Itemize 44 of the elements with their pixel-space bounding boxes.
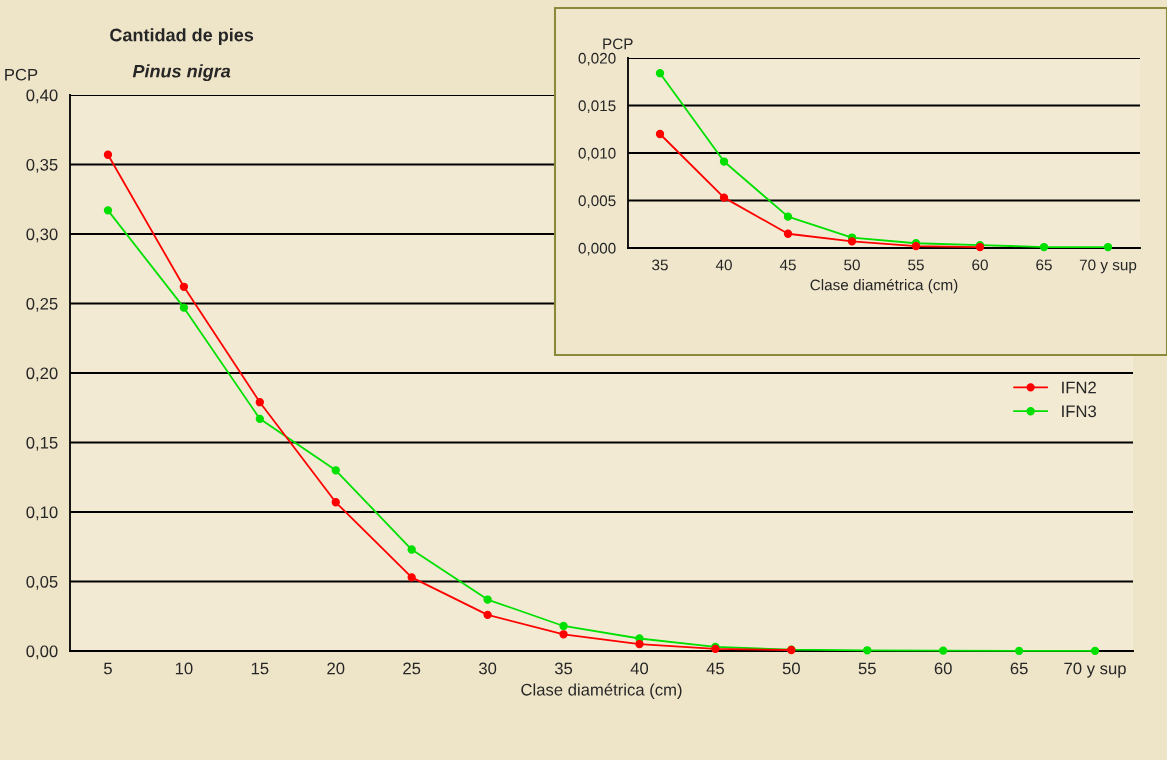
y-tick-label: 0,10 — [26, 506, 58, 521]
x-tick-label: 70 y sup — [1064, 662, 1126, 678]
y-axis-title: PCP — [5, 68, 38, 81]
y-tick-label: 0,010 — [578, 147, 616, 161]
x-tick-label: 45 — [706, 662, 724, 675]
x-tick-label: 55 — [858, 662, 876, 675]
legend-label: IFN3 — [1062, 405, 1097, 418]
y-tick-label: 0,000 — [578, 242, 616, 256]
x-tick-label: 60 — [934, 662, 952, 675]
x-tick-label: 50 — [782, 662, 800, 675]
y-tick-label: 0,40 — [26, 89, 58, 104]
legend-label: IFN2 — [1062, 381, 1096, 394]
x-tick-label: 50 — [844, 259, 860, 271]
x-tick-label: 35 — [554, 662, 573, 675]
x-tick-label: 10 — [175, 662, 193, 675]
x-tick-label: 20 — [327, 662, 345, 675]
x-axis-title: Clase diamétrica (cm) — [810, 278, 958, 294]
x-tick-label: 25 — [403, 662, 421, 675]
y-tick-label: 0,30 — [26, 228, 58, 243]
x-tick-label: 60 — [972, 259, 988, 271]
x-tick-label: 15 — [251, 662, 269, 675]
x-tick-label: 55 — [908, 259, 924, 271]
x-tick-label: 40 — [715, 259, 732, 271]
x-tick-label: 5 — [104, 662, 112, 675]
y-tick-label: 0,020 — [578, 52, 616, 66]
y-tick-label: 0,15 — [26, 436, 58, 451]
x-axis-title: Clase diamétrica (cm) — [521, 683, 682, 699]
y-tick-label: 0,00 — [26, 645, 58, 660]
y-axis-title: PCP — [603, 38, 633, 50]
y-tick-label: 0,005 — [578, 195, 616, 208]
x-tick-label: 40 — [630, 662, 649, 675]
chart-subtitle: Pinus nigra — [132, 64, 231, 82]
x-tick-label: 30 — [478, 662, 497, 675]
y-tick-label: 0,05 — [26, 575, 58, 590]
x-tick-label: 35 — [652, 259, 668, 271]
x-tick-label: 70 y sup — [1079, 259, 1137, 274]
y-tick-label: 0,20 — [26, 367, 58, 382]
chart-title: Cantidad de pies — [110, 28, 254, 45]
x-tick-label: 65 — [1010, 662, 1028, 675]
y-tick-label: 0,015 — [578, 100, 616, 113]
y-tick-label: 0,25 — [26, 297, 58, 312]
x-tick-label: 45 — [779, 259, 796, 271]
y-tick-label: 0,35 — [26, 158, 58, 173]
x-tick-label: 65 — [1036, 259, 1052, 271]
